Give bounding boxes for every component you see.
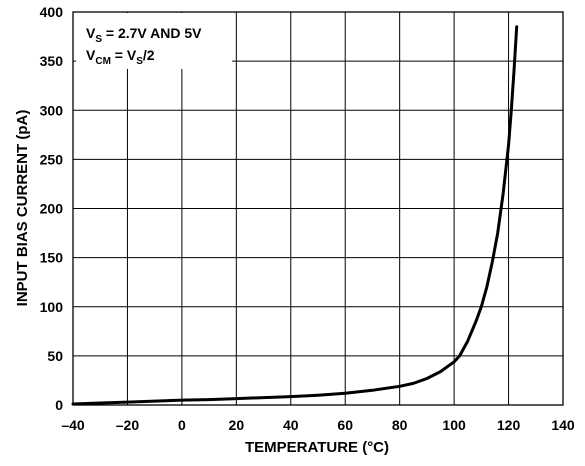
plot-frame <box>72 11 564 406</box>
y-tick-label: 200 <box>40 201 64 217</box>
x-tick-label: 20 <box>229 417 245 433</box>
annotation-box: VS = 2.7V AND 5V VCM = VS/2 <box>76 13 232 69</box>
series-layer <box>71 25 519 406</box>
plot-border <box>72 11 564 406</box>
y-tick-label: 400 <box>40 4 64 20</box>
annotation-line-2: VCM = VS/2 <box>86 47 155 67</box>
y-tick-label: 250 <box>40 151 64 167</box>
x-tick-label: –20 <box>116 417 140 433</box>
annotation-background <box>76 13 232 69</box>
y-tick-label: 350 <box>40 53 64 69</box>
y-axis-title: INPUT BIAS CURRENT (pA) <box>14 110 31 307</box>
x-tick-label: 100 <box>442 417 466 433</box>
y-tick-label: 150 <box>40 250 64 266</box>
y-tick-label: 50 <box>47 348 63 364</box>
tick-labels: –40 –20 0 20 40 60 80 100 120 140 0 50 100 150 200 250 3… <box>40 4 575 433</box>
x-tick-label: 60 <box>337 417 353 433</box>
y-tick-label: 100 <box>40 299 64 315</box>
x-tick-label: 80 <box>392 417 408 433</box>
x-tick-label: –40 <box>61 417 85 433</box>
x-tick-label: 40 <box>283 417 299 433</box>
x-tick-label: 0 <box>178 417 186 433</box>
x-tick-label: 140 <box>551 417 575 433</box>
x-axis-title: TEMPERATURE (°C) <box>245 439 389 456</box>
y-tick-label: 300 <box>40 102 64 118</box>
y-tick-label: 0 <box>55 397 63 413</box>
grid <box>73 12 563 405</box>
annotation-line-1: VS = 2.7V AND 5V <box>86 25 202 45</box>
series-line <box>71 25 519 406</box>
x-tick-label: 120 <box>497 417 521 433</box>
